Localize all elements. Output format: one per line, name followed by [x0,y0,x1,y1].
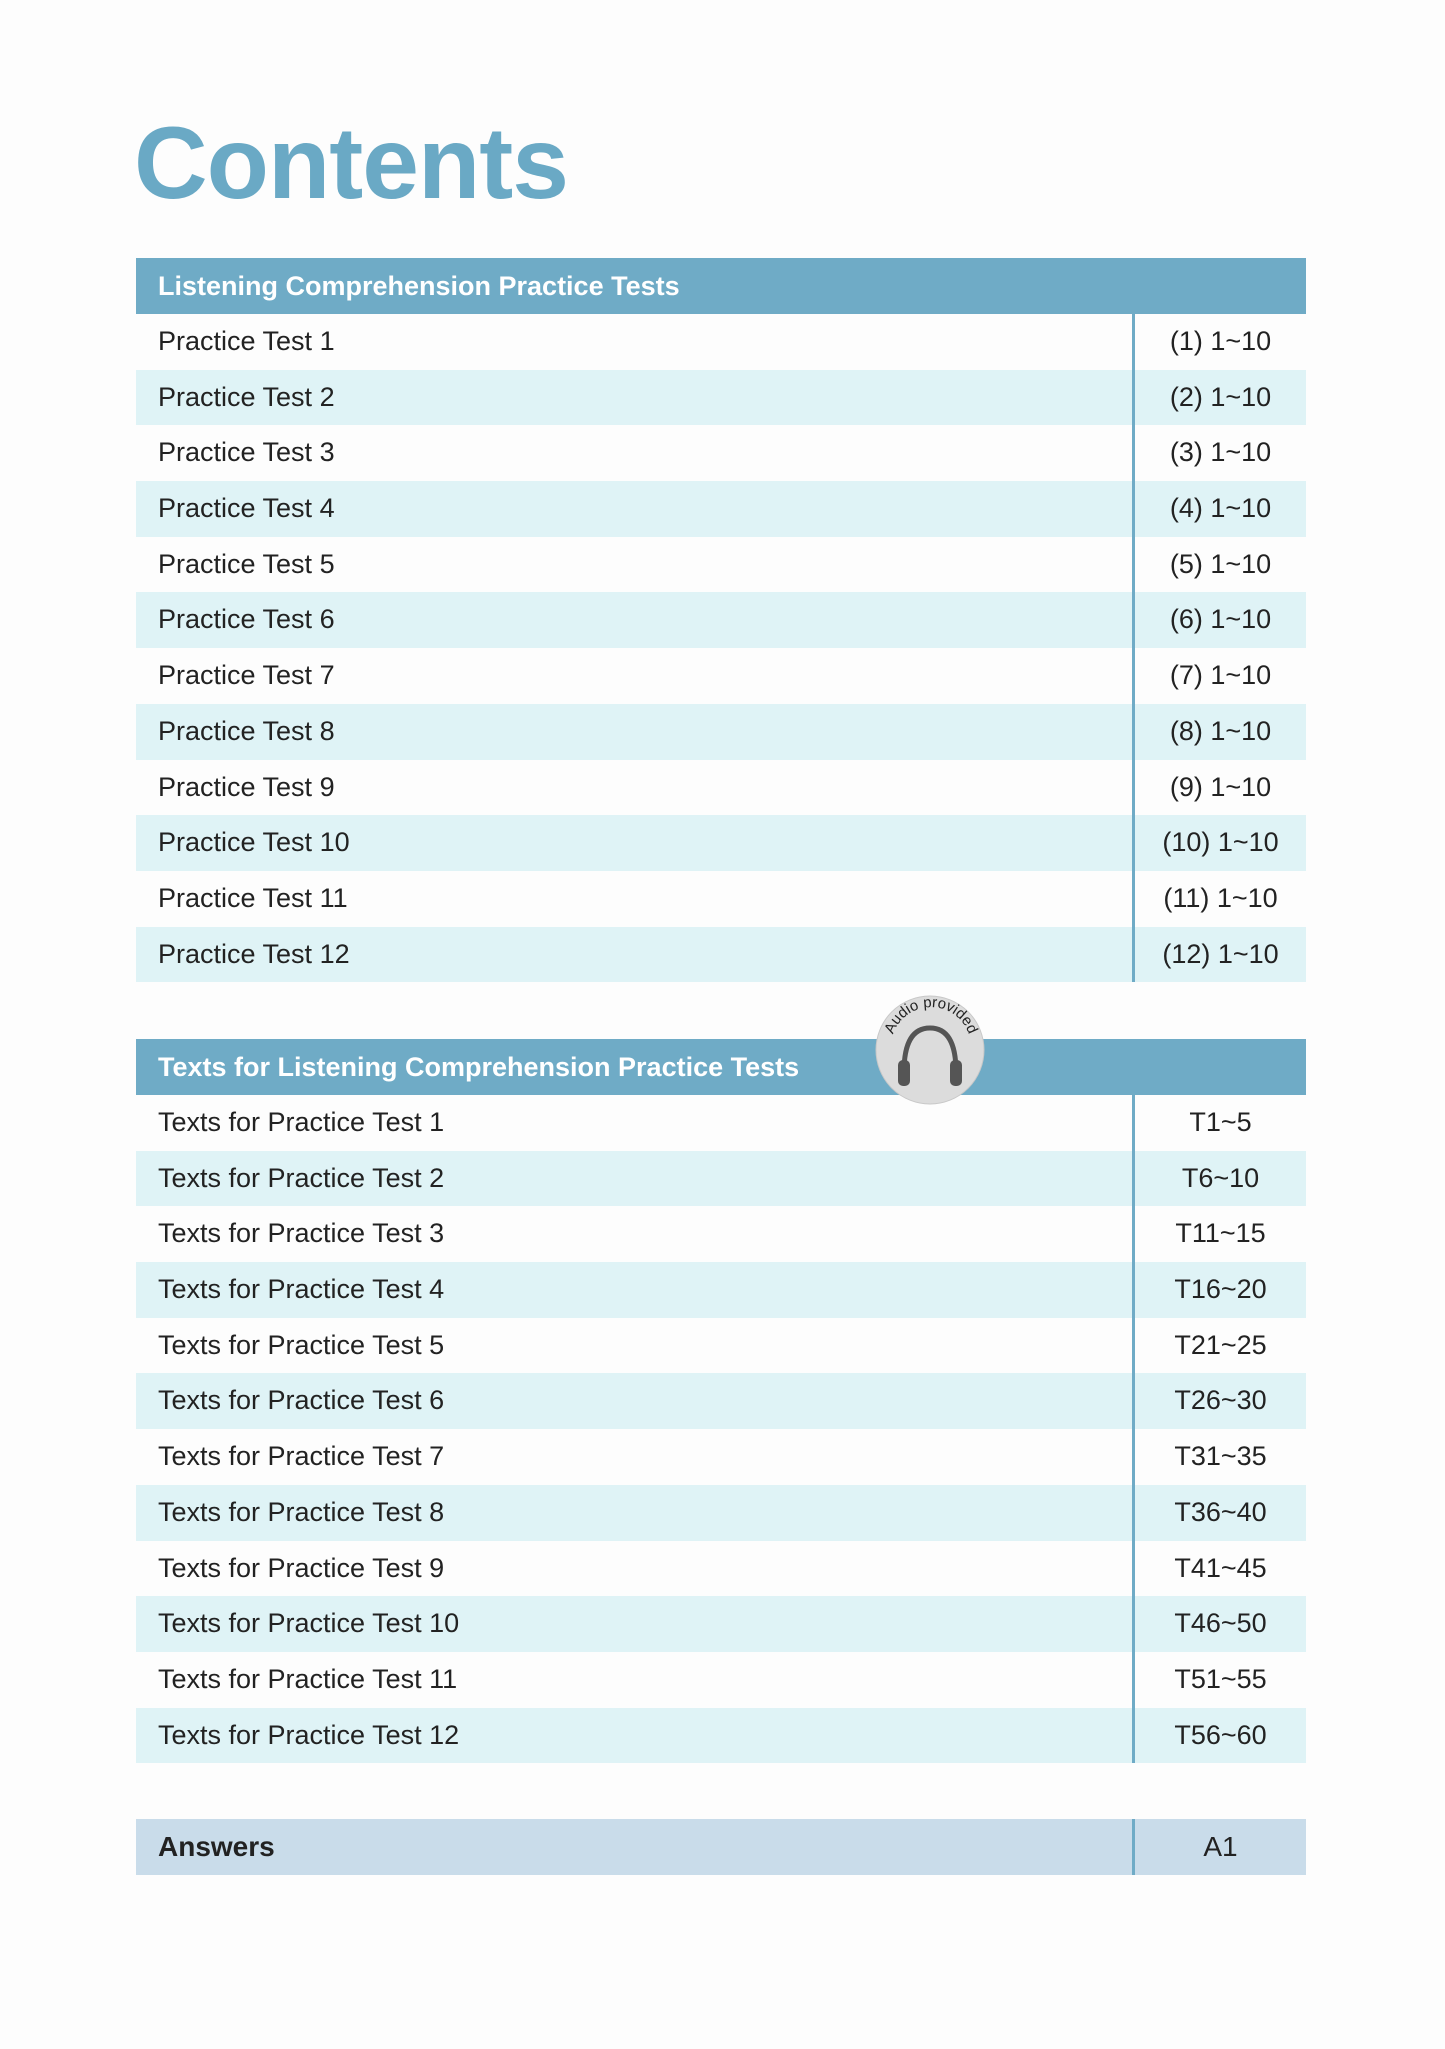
toc-pages: (5) 1~10 [1132,536,1306,593]
toc-pages: T46~50 [1132,1596,1306,1652]
toc-label: Texts for Practice Test 5 [158,1329,445,1360]
toc-pages: (12) 1~10 [1132,926,1306,983]
toc-row[interactable]: Texts for Practice Test 9 T41~45 [136,1540,1306,1597]
toc-row[interactable]: Texts for Practice Test 3 T11~15 [136,1206,1306,1263]
toc-row[interactable]: Practice Test 2 (2) 1~10 [136,369,1306,426]
toc-pages: T16~20 [1132,1262,1306,1318]
toc-label: Texts for Practice Test 2 [158,1162,445,1193]
section-header: Texts for Listening Comprehension Practi… [136,1039,1306,1095]
answers-row[interactable]: Answers A1 [136,1819,1306,1875]
toc-pages: T11~15 [1132,1206,1306,1263]
toc-row[interactable]: Texts for Practice Test 2 T6~10 [136,1150,1306,1207]
toc-pages: (2) 1~10 [1132,369,1306,426]
section-header: Listening Comprehension Practice Tests [136,258,1306,314]
toc-pages: T6~10 [1132,1150,1306,1207]
toc-pages: T21~25 [1132,1317,1306,1374]
toc-label: Practice Test 4 [158,493,335,524]
toc-pages: (1) 1~10 [1132,314,1306,370]
toc-row[interactable]: Practice Test 3 (3) 1~10 [136,425,1306,482]
toc-pages: (8) 1~10 [1132,703,1306,760]
toc-row[interactable]: Practice Test 12 (12) 1~10 [136,926,1306,983]
listening-tests-table: Listening Comprehension Practice Tests P… [136,258,1306,983]
toc-label: Practice Test 10 [158,827,350,858]
toc-row[interactable]: Practice Test 5 (5) 1~10 [136,536,1306,593]
toc-row[interactable]: Texts for Practice Test 4 T16~20 [136,1262,1306,1318]
toc-pages: (10) 1~10 [1132,815,1306,871]
toc-label: Texts for Practice Test 12 [158,1719,460,1750]
toc-pages: (7) 1~10 [1132,648,1306,704]
toc-row[interactable]: Practice Test 6 (6) 1~10 [136,592,1306,649]
toc-label: Texts for Practice Test 8 [158,1496,445,1527]
toc-label: Practice Test 7 [158,660,335,691]
toc-label: Practice Test 5 [158,548,335,579]
toc-label: Practice Test 11 [158,882,348,913]
toc-pages: (9) 1~10 [1132,759,1306,816]
answers-label: Answers [158,1831,275,1862]
toc-row[interactable]: Practice Test 9 (9) 1~10 [136,759,1306,816]
toc-pages: (11) 1~10 [1132,870,1306,927]
texts-table: Texts for Listening Comprehension Practi… [136,1039,1306,1764]
toc-row[interactable]: Practice Test 7 (7) 1~10 [136,648,1306,704]
toc-label: Practice Test 12 [158,938,350,969]
headphones-icon [898,1025,962,1086]
toc-label: Texts for Practice Test 1 [158,1107,445,1137]
toc-row[interactable]: Texts for Practice Test 8 T36~40 [136,1484,1306,1541]
toc-pages: T41~45 [1132,1540,1306,1597]
toc-label: Texts for Practice Test 6 [158,1385,445,1416]
toc-pages: T31~35 [1132,1429,1306,1485]
toc-label: Texts for Practice Test 3 [158,1218,445,1249]
toc-row[interactable]: Practice Test 4 (4) 1~10 [136,481,1306,537]
toc-label: Practice Test 9 [158,771,335,802]
toc-row[interactable]: Texts for Practice Test 1 T1~5 [136,1095,1306,1151]
toc-label: Practice Test 6 [158,604,335,635]
toc-label: Texts for Practice Test 4 [158,1274,445,1305]
toc-label: Texts for Practice Test 9 [158,1552,445,1583]
toc-label: Practice Test 8 [158,715,335,746]
toc-pages: (6) 1~10 [1132,592,1306,649]
toc-row[interactable]: Practice Test 11 (11) 1~10 [136,870,1306,927]
page-title: Contents [134,106,569,220]
toc-pages: T26~30 [1132,1373,1306,1430]
toc-row[interactable]: Texts for Practice Test 11 T51~55 [136,1651,1306,1708]
toc-row[interactable]: Texts for Practice Test 6 T26~30 [136,1373,1306,1430]
toc-label: Practice Test 1 [158,326,335,356]
toc-row[interactable]: Practice Test 10 (10) 1~10 [136,815,1306,871]
toc-row[interactable]: Texts for Practice Test 10 T46~50 [136,1596,1306,1652]
toc-row[interactable]: Practice Test 8 (8) 1~10 [136,703,1306,760]
toc-label: Texts for Practice Test 11 [158,1663,458,1694]
toc-row[interactable]: Practice Test 1 (1) 1~10 [136,314,1306,370]
section-header-text: Texts for Listening Comprehension Practi… [158,1052,800,1082]
toc-pages: T1~5 [1132,1095,1306,1151]
toc-label: Practice Test 3 [158,437,335,468]
toc-row[interactable]: Texts for Practice Test 12 T56~60 [136,1707,1306,1764]
toc-pages: (3) 1~10 [1132,425,1306,482]
toc-label: Practice Test 2 [158,381,335,412]
toc-label: Texts for Practice Test 7 [158,1441,445,1472]
toc-pages: (4) 1~10 [1132,481,1306,537]
toc-row[interactable]: Texts for Practice Test 5 T21~25 [136,1317,1306,1374]
audio-provided-badge: Audio provided [875,994,985,1105]
toc-label: Texts for Practice Test 10 [158,1608,460,1639]
toc-row[interactable]: Texts for Practice Test 7 T31~35 [136,1429,1306,1485]
answers-pages: A1 [1132,1819,1306,1875]
toc-pages: T36~40 [1132,1484,1306,1541]
toc-pages: T56~60 [1132,1707,1306,1764]
toc-pages: T51~55 [1132,1651,1306,1708]
